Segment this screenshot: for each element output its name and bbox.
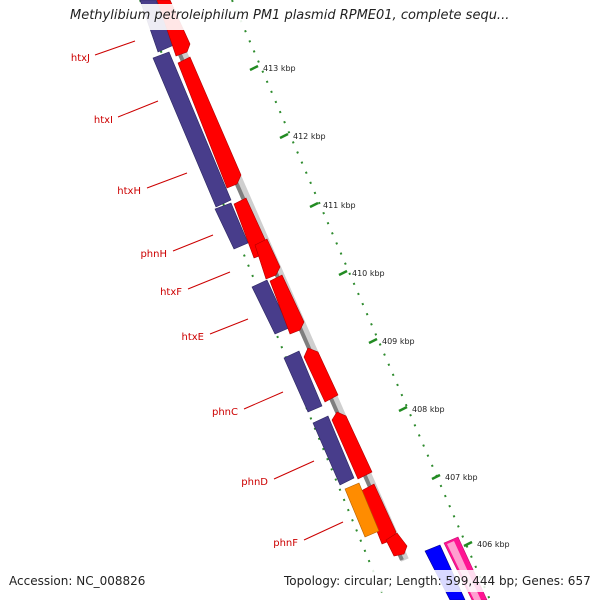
- ruler-tick: [463, 540, 473, 548]
- gene-block-reverse: [152, 51, 232, 208]
- gene-arrow-forward: [177, 56, 242, 189]
- ruler-tick-label: 412 kbp: [293, 132, 326, 141]
- sequence-summary-text: Topology: circular; Length: 599,444 bp; …: [284, 574, 591, 588]
- gene-label-leader: [94, 40, 136, 56]
- gene-label: phnH: [140, 249, 167, 260]
- gene-label: htxJ: [71, 53, 90, 64]
- ruler-tick-label: 413 kbp: [263, 64, 296, 73]
- ruler-tick-label: 407 kbp: [445, 473, 478, 482]
- gene-label-leader: [146, 172, 188, 189]
- ruler-tick: [338, 269, 348, 277]
- ruler-tick-labels: 413 kbp 412 kbp 411 kbp 410 kbp 409 kbp 408 k…: [263, 64, 510, 549]
- gene-block-reverse: [214, 202, 249, 250]
- ruler-tick-label: 410 kbp: [352, 269, 385, 278]
- gene-label: phnC: [212, 407, 238, 418]
- gene-label: htxF: [160, 287, 182, 298]
- gene-arrow-forward: [303, 347, 339, 403]
- accession-text: Accession: NC_008826: [9, 574, 146, 588]
- ruler-tick-label: 406 kbp: [477, 540, 510, 549]
- ruler-tick: [398, 405, 408, 413]
- gene-block-orange: [344, 482, 380, 538]
- gene-label-leaders: [94, 40, 344, 541]
- gene-label-leader: [243, 391, 284, 410]
- gene-label: htxI: [94, 115, 113, 126]
- gene-block-reverse: [312, 415, 355, 486]
- ruler-tick-label: 408 kbp: [412, 405, 445, 414]
- ruler-tick: [309, 201, 319, 209]
- ruler-tick-label: 409 kbp: [382, 337, 415, 346]
- gene-label: phnD: [241, 477, 268, 488]
- gene-label: htxH: [117, 186, 141, 197]
- gene-arrow-forward: [254, 238, 281, 280]
- ruler-tick: [279, 132, 289, 140]
- ruler-tick: [249, 64, 259, 72]
- gene-label-leader: [172, 234, 214, 252]
- gene-label-leader: [117, 100, 159, 118]
- ruler-tick-label: 411 kbp: [323, 201, 356, 210]
- footer-left-background: [4, 570, 152, 592]
- ruler-tick: [431, 473, 441, 481]
- gene-label-leader: [209, 318, 249, 335]
- gene-label-leader: [303, 521, 344, 541]
- gene-label: phnF: [273, 538, 298, 549]
- ruler-ticks: [249, 64, 473, 548]
- gene-labels: htxJ htxI htxH phnH htxF htxE phnC phnD phnF: [71, 53, 298, 549]
- title-background: [62, 4, 542, 30]
- gene-arrow-forward: [385, 532, 408, 557]
- tick-track-inner: [139, 0, 386, 600]
- gene-label-leader: [273, 460, 315, 480]
- map-title: Methylibium petroleiphilum PM1 plasmid R…: [70, 8, 510, 23]
- footer-right-background: [280, 570, 596, 592]
- ruler-tick: [368, 337, 378, 345]
- gene-block-reverse: [283, 350, 323, 413]
- gene-arrow-forward: [331, 411, 373, 480]
- gene-label-leader: [187, 271, 231, 290]
- gene-arrow-forward: [269, 274, 305, 335]
- gene-label: htxE: [182, 332, 205, 343]
